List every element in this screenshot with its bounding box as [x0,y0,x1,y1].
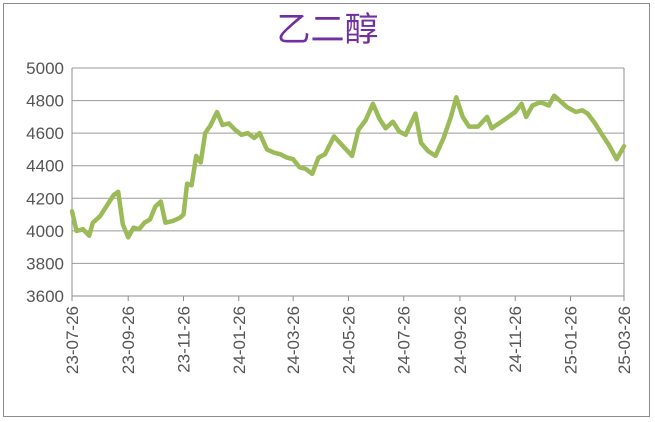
x-tick-label: 24-07-26 [395,306,414,374]
x-axis-ticks: 23-07-26 23-09-26 23-11-26 24-01-26 24-03-26… [63,296,634,374]
series-line [69,93,627,240]
x-tick-label: 24-01-26 [230,306,249,374]
chart-frame [3,3,650,417]
x-tick-label: 23-11-26 [174,306,193,373]
y-axis-ticks: 3600 3800 4000 4200 4400 4600 4800 5000 [26,59,64,306]
x-tick-label: 24-03-26 [284,306,303,374]
x-tick-label: 24-05-26 [339,306,358,374]
gridlines [72,67,624,297]
y-tick-label: 4200 [26,189,64,208]
chart-title: 乙二醇 [276,10,379,50]
x-tick-label: 23-09-26 [119,306,138,374]
y-tick-label: 3800 [26,254,64,273]
y-tick-label: 4600 [26,124,64,143]
y-tick-label: 3600 [26,287,64,306]
x-tick-label: 23-07-26 [63,306,82,374]
series-group [69,93,627,240]
y-tick-label: 4400 [26,157,64,176]
x-tick-label: 24-11-26 [506,306,525,373]
x-tick-label: 25-03-26 [615,306,634,374]
y-tick-label: 4800 [26,92,64,111]
y-tick-label: 5000 [26,59,64,78]
y-tick-label: 4000 [26,222,64,241]
x-tick-label: 25-01-26 [562,306,581,374]
x-tick-label: 24-09-26 [451,306,470,374]
